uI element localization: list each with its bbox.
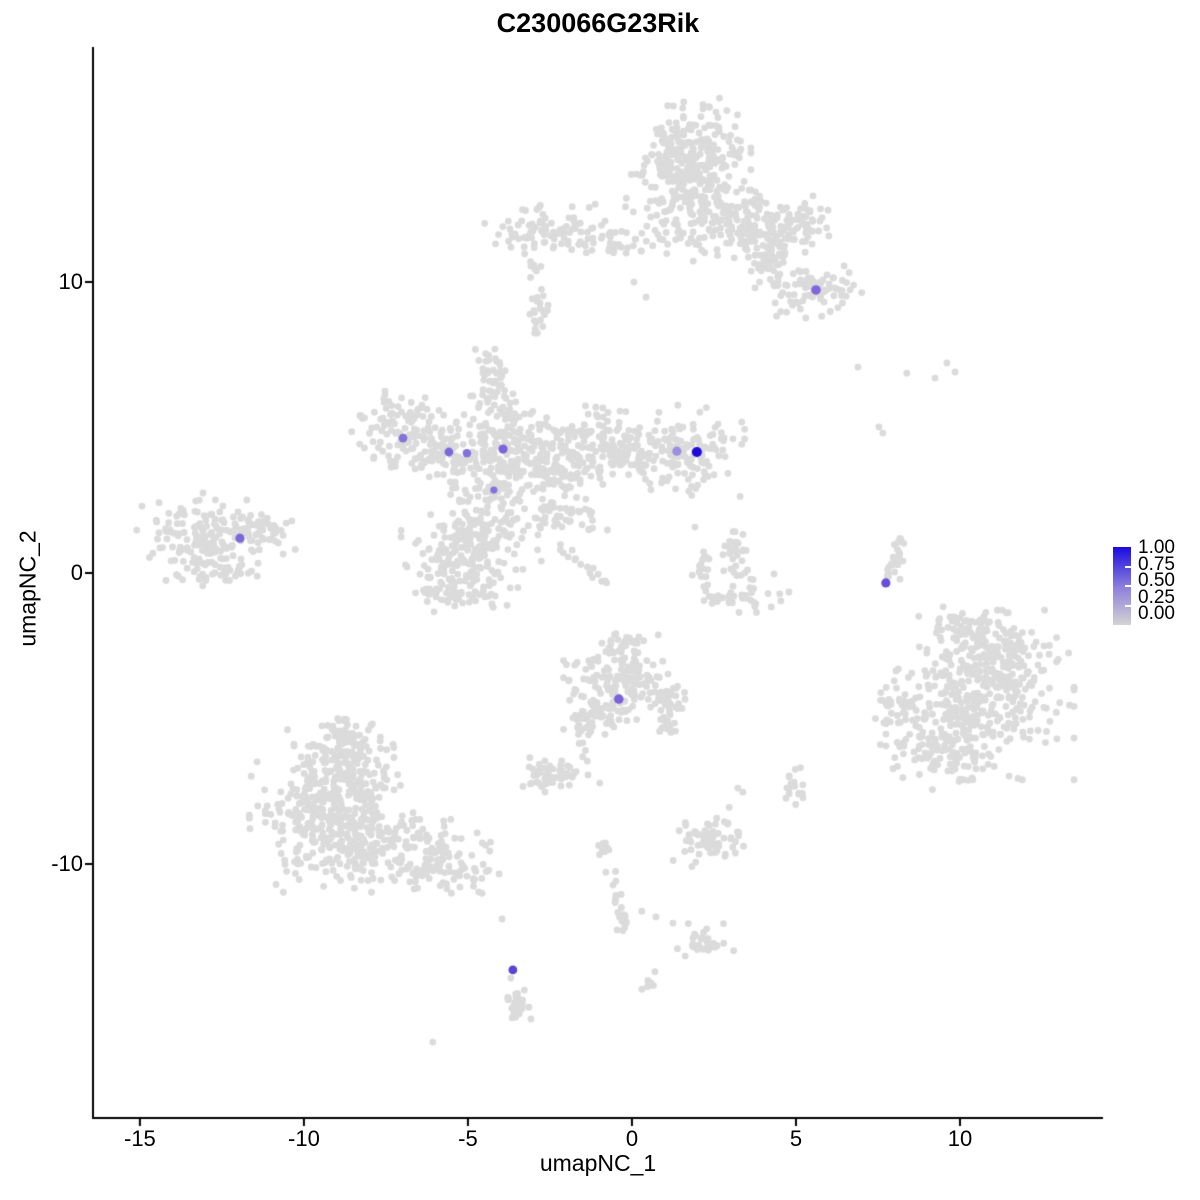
colorbar-label: 0.50 <box>1138 570 1175 591</box>
x-axis-label: umapNC_1 <box>539 1150 657 1176</box>
y-tick-label: -10 <box>51 850 83 876</box>
y-tick-label: 10 <box>58 269 83 295</box>
colorbar-tick-mark <box>1125 565 1131 568</box>
expression-colorbar-legend: 1.00 0.75 0.50 0.25 0.00 <box>1108 538 1200 642</box>
x-tick-label: -5 <box>458 1126 478 1151</box>
colorbar-label: 1.00 <box>1138 537 1175 558</box>
x-tick-label: -15 <box>124 1126 156 1151</box>
x-tick-label: 10 <box>947 1126 973 1151</box>
colorbar-tick-mark <box>1125 604 1131 607</box>
x-tick-label: 0 <box>625 1126 639 1151</box>
x-tick-label: -10 <box>288 1126 320 1151</box>
x-tick-label: 5 <box>789 1126 803 1151</box>
colorbar-label: 0.25 <box>1138 586 1175 608</box>
y-axis-label: umapNC_2 <box>14 530 41 647</box>
colorbar-label: 0.00 <box>1138 603 1175 624</box>
y-tick-label: 0 <box>70 560 83 586</box>
plot-title: C230066G23Rik <box>496 8 700 38</box>
colorbar-label: 0.75 <box>1138 553 1175 575</box>
colorbar-tick-mark <box>1125 585 1131 587</box>
